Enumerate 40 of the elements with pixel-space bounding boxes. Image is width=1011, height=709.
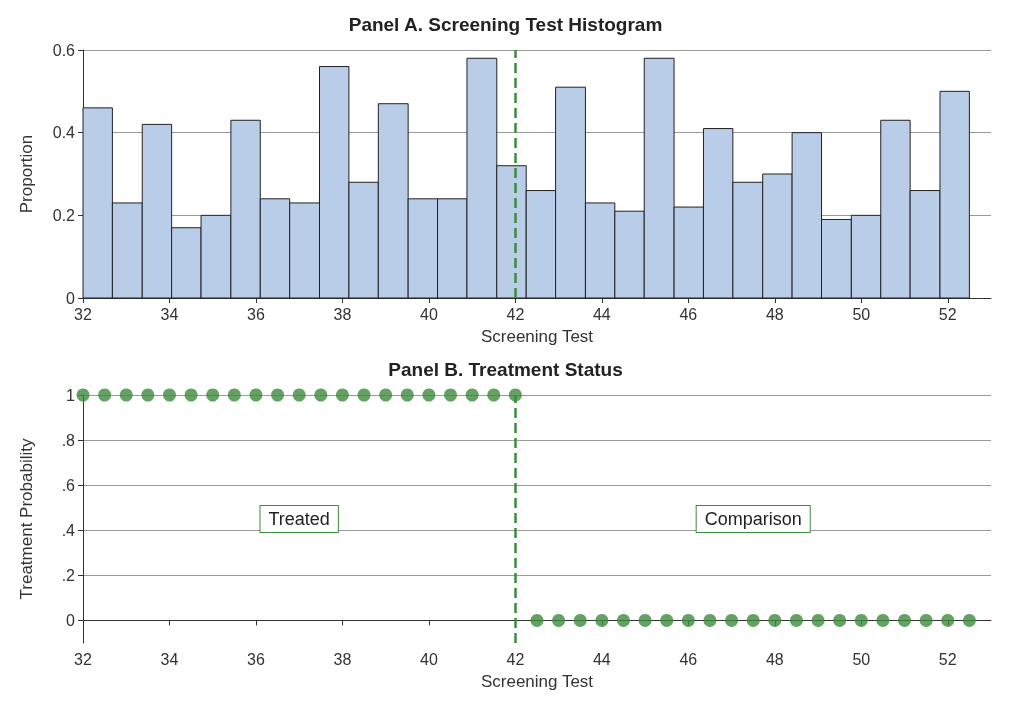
x-axis-title: Screening Test <box>480 327 594 346</box>
x-tick-label: 52 <box>938 650 957 668</box>
y-tick-label: 0 <box>66 289 76 307</box>
y-tick-label: 0.6 <box>52 41 76 59</box>
x-tick-label: 44 <box>592 650 611 668</box>
annotation: Treated <box>268 509 330 529</box>
y-tick-label: .6 <box>61 476 76 494</box>
y-tick-label: 1 <box>66 386 76 404</box>
x-tick-label: 44 <box>592 305 611 323</box>
x-tick-label: 46 <box>679 650 698 668</box>
y-axis-title: Proportion <box>17 134 36 214</box>
x-tick-label: 46 <box>679 305 698 323</box>
x-tick-label: 50 <box>852 650 871 668</box>
x-tick-label: 32 <box>74 305 92 323</box>
y-tick-label: 0.2 <box>52 206 76 224</box>
x-tick-label: 40 <box>420 305 438 323</box>
x-tick-label: 52 <box>938 305 957 323</box>
x-tick-label: 38 <box>333 650 352 668</box>
x-tick-label: 48 <box>765 305 784 323</box>
chart-title: Panel A. Screening Test Histogram <box>348 14 663 35</box>
x-tick-label: 34 <box>160 305 179 323</box>
x-tick-label: 32 <box>74 650 92 668</box>
annotation: Comparison <box>704 509 802 529</box>
x-tick-label: 42 <box>506 305 525 323</box>
y-tick-label: 0.4 <box>52 124 76 142</box>
y-tick-label: .4 <box>61 521 76 539</box>
y-tick-label: .2 <box>61 566 76 584</box>
x-tick-label: 38 <box>333 305 352 323</box>
x-tick-label: 40 <box>420 650 438 668</box>
chart-title: Panel B. Treatment Status <box>388 359 623 380</box>
y-tick-label: .8 <box>61 431 76 449</box>
x-tick-label: 42 <box>506 650 525 668</box>
y-axis-title: Treatment Probability <box>17 438 36 600</box>
x-tick-label: 34 <box>160 650 179 668</box>
y-tick-label: 0 <box>66 611 76 629</box>
x-axis-title: Screening Test <box>480 672 594 691</box>
x-tick-label: 36 <box>247 305 265 323</box>
x-tick-label: 50 <box>852 305 871 323</box>
x-tick-label: 48 <box>765 650 784 668</box>
x-tick-label: 36 <box>247 650 265 668</box>
